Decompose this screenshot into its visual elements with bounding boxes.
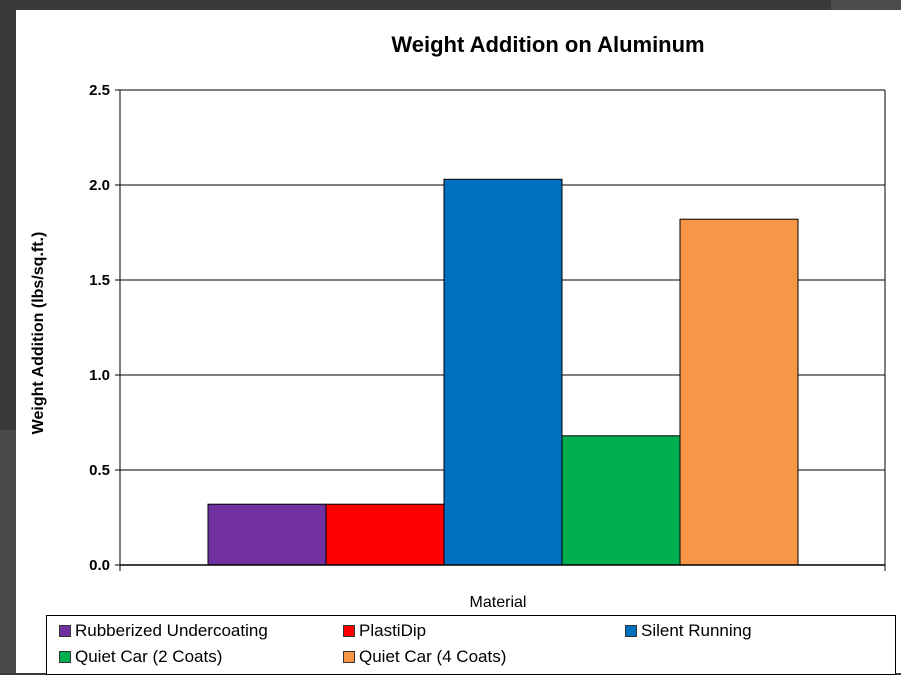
y-tick-label: 2.5 (89, 82, 110, 99)
legend-swatch (625, 625, 637, 637)
axes (119, 90, 886, 571)
bar-silent-running (443, 178, 563, 566)
y-tick-labels: 0.0 0.5 1.0 1.5 2.0 2.5 (89, 82, 110, 574)
bars (207, 178, 799, 566)
legend-label: PlastiDip (359, 621, 427, 640)
bar-rubberized-undercoating (207, 503, 327, 566)
legend-label: Silent Running (641, 621, 752, 640)
y-tick-label: 0.0 (89, 557, 110, 574)
chart-title: Weight Addition on Aluminum (391, 32, 704, 57)
legend-label: Quiet Car (4 Coats) (359, 647, 507, 666)
legend-item: Silent Running (625, 621, 752, 641)
legend-swatch (343, 625, 355, 637)
x-axis-label: Material (470, 594, 527, 611)
y-tick-label: 1.5 (89, 272, 110, 289)
bar-quiet-car-4-coats (679, 218, 799, 566)
legend-swatch (59, 625, 71, 637)
chart-canvas: Weight Addition on Aluminum 0.0 0.5 1.0 1.5… (30, 32, 886, 611)
legend-item: Quiet Car (2 Coats) (59, 647, 222, 667)
y-tick-label: 0.5 (89, 462, 110, 479)
chart-legend: Rubberized Undercoating PlastiDip Silent R… (46, 615, 896, 675)
legend-swatch (59, 651, 71, 663)
legend-label: Quiet Car (2 Coats) (75, 647, 223, 666)
legend-swatch (343, 651, 355, 663)
y-tick-label: 1.0 (89, 367, 110, 384)
bar-quiet-car-2-coats (561, 435, 681, 566)
chart-panel: Weight Addition on Aluminum 0.0 0.5 1.0 1.5… (16, 10, 901, 675)
y-tick-label: 2.0 (89, 177, 110, 194)
legend-item: PlastiDip (343, 621, 426, 641)
legend-item: Rubberized Undercoating (59, 621, 268, 641)
legend-label: Rubberized Undercoating (75, 621, 268, 640)
legend-item: Quiet Car (4 Coats) (343, 647, 506, 667)
y-axis-label: Weight Addition (lbs/sq.ft.) (30, 232, 47, 435)
bar-plastidip (325, 503, 445, 566)
